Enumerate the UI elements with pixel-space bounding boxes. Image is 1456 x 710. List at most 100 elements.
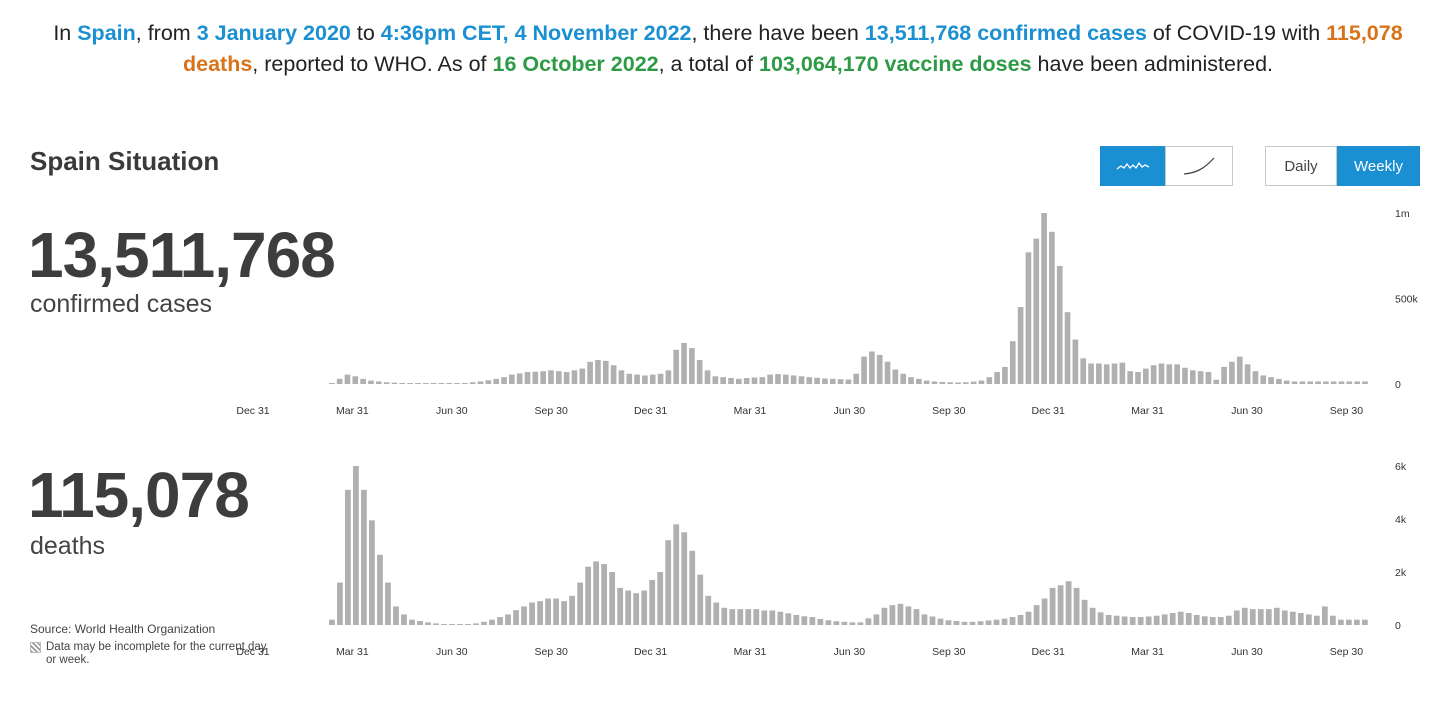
bar[interactable] <box>369 520 375 625</box>
bar[interactable] <box>865 618 872 626</box>
bar[interactable] <box>1305 614 1312 625</box>
bar[interactable] <box>681 342 687 384</box>
bar[interactable] <box>1081 599 1088 625</box>
bar[interactable] <box>360 378 366 384</box>
bar[interactable] <box>1001 618 1008 625</box>
bar[interactable] <box>457 624 463 625</box>
bar[interactable] <box>385 582 391 625</box>
bar[interactable] <box>1281 610 1288 625</box>
bar[interactable] <box>881 607 888 626</box>
bar[interactable] <box>345 489 351 625</box>
bar[interactable] <box>545 598 551 626</box>
bar[interactable] <box>767 374 773 384</box>
bar[interactable] <box>1307 381 1314 384</box>
bar[interactable] <box>641 590 648 625</box>
bar[interactable] <box>329 619 335 625</box>
bar[interactable] <box>509 374 515 384</box>
bar[interactable] <box>477 381 484 384</box>
bar[interactable] <box>712 376 719 384</box>
bar[interactable] <box>923 380 930 384</box>
bar[interactable] <box>1017 614 1024 625</box>
bar[interactable] <box>1065 581 1072 626</box>
bar[interactable] <box>962 382 969 384</box>
bar[interactable] <box>609 572 616 625</box>
wave-chart-button[interactable] <box>1100 146 1166 186</box>
bar[interactable] <box>737 609 744 625</box>
bar[interactable] <box>1225 615 1232 625</box>
bar[interactable] <box>1315 381 1321 384</box>
bar[interactable] <box>587 361 593 384</box>
bar[interactable] <box>1127 371 1133 384</box>
bar[interactable] <box>481 621 487 625</box>
bar[interactable] <box>1221 366 1227 384</box>
bar[interactable] <box>563 372 570 384</box>
bar[interactable] <box>673 524 680 625</box>
bar[interactable] <box>849 622 856 625</box>
bar[interactable] <box>1265 609 1272 625</box>
bar[interactable] <box>929 616 936 625</box>
bar[interactable] <box>1337 619 1344 625</box>
bar[interactable] <box>814 377 820 384</box>
bar[interactable] <box>1177 611 1184 625</box>
bar[interactable] <box>501 377 507 384</box>
bar[interactable] <box>782 374 789 384</box>
bar[interactable] <box>441 624 447 625</box>
bar[interactable] <box>905 606 912 625</box>
bar[interactable] <box>1033 238 1040 384</box>
bar[interactable] <box>610 365 617 384</box>
bar[interactable] <box>1260 375 1267 384</box>
bar[interactable] <box>1185 613 1192 625</box>
bar[interactable] <box>593 561 600 625</box>
bar[interactable] <box>399 382 406 384</box>
bar[interactable] <box>649 579 656 625</box>
bar[interactable] <box>625 590 632 625</box>
bar[interactable] <box>673 349 680 384</box>
bar[interactable] <box>383 382 390 384</box>
bar[interactable] <box>1174 364 1180 384</box>
bar[interactable] <box>368 380 374 384</box>
bar[interactable] <box>415 383 421 384</box>
bar[interactable] <box>569 595 575 625</box>
bar[interactable] <box>829 378 836 384</box>
bar[interactable] <box>473 623 479 625</box>
bar[interactable] <box>1153 615 1160 625</box>
bar[interactable] <box>1137 617 1144 625</box>
bar[interactable] <box>1257 609 1264 625</box>
bar[interactable] <box>1166 364 1173 384</box>
bar[interactable] <box>1354 381 1360 384</box>
bar[interactable] <box>1313 615 1320 625</box>
bar[interactable] <box>579 368 586 384</box>
bar[interactable] <box>1213 379 1220 384</box>
bar[interactable] <box>1033 605 1040 626</box>
bar[interactable] <box>1103 364 1110 384</box>
bar[interactable] <box>1121 616 1128 625</box>
bar[interactable] <box>1049 231 1055 384</box>
bar[interactable] <box>713 602 720 625</box>
bar[interactable] <box>1252 371 1259 384</box>
bar[interactable] <box>353 466 359 625</box>
bar[interactable] <box>532 371 539 384</box>
bar[interactable] <box>361 489 367 625</box>
bar[interactable] <box>407 383 413 384</box>
bar[interactable] <box>753 609 760 625</box>
bar[interactable] <box>454 383 460 384</box>
bar[interactable] <box>493 378 500 384</box>
bar[interactable] <box>1229 361 1235 384</box>
bar[interactable] <box>1096 363 1102 384</box>
bar[interactable] <box>1119 362 1126 385</box>
bar[interactable] <box>1025 252 1032 384</box>
bar[interactable] <box>1056 266 1063 384</box>
bar[interactable] <box>1268 377 1274 384</box>
bar[interactable] <box>1193 614 1200 625</box>
bar[interactable] <box>921 614 928 625</box>
bar[interactable] <box>985 620 992 626</box>
bar[interactable] <box>869 351 875 384</box>
bar[interactable] <box>1241 607 1248 626</box>
bar[interactable] <box>759 377 766 384</box>
bar[interactable] <box>777 611 784 625</box>
bar[interactable] <box>1273 607 1280 626</box>
bar[interactable] <box>1276 378 1282 384</box>
bar[interactable] <box>1236 356 1243 384</box>
bar[interactable] <box>947 382 953 384</box>
bar[interactable] <box>1201 616 1208 625</box>
